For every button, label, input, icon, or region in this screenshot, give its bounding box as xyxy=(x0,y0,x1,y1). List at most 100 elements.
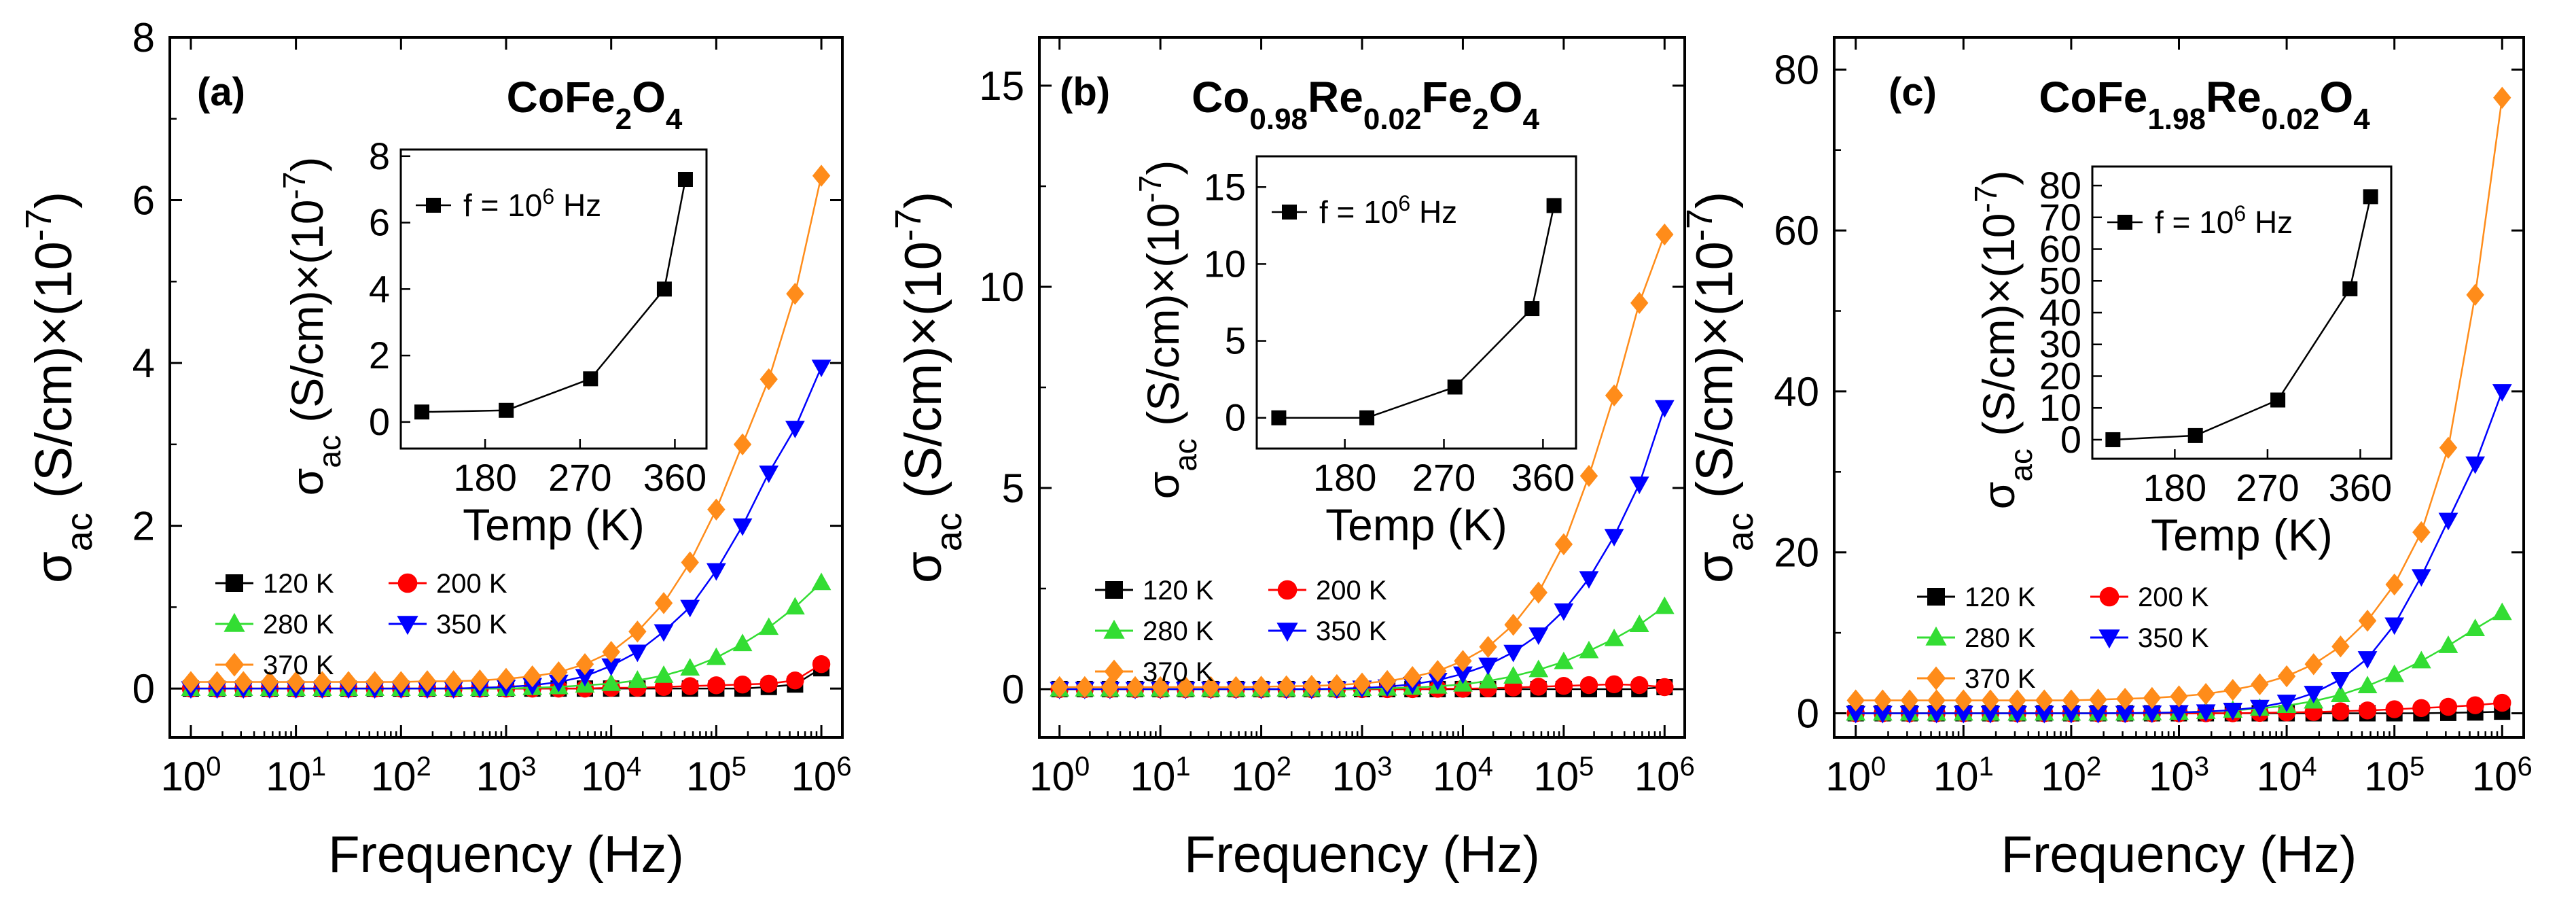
inset-frame xyxy=(2091,165,2393,460)
legend: 120 K 200 K 280 K 350 K 370 K xyxy=(1917,582,2209,694)
x-tick-label: 100 xyxy=(1825,752,1886,799)
data-point xyxy=(418,670,437,693)
inset-y-axis-label: σac (S/cm)×(10-7) xyxy=(276,157,347,496)
inset-y-label-subscript: ac xyxy=(312,435,347,468)
data-point xyxy=(707,676,726,695)
title-text: O xyxy=(2319,73,2353,122)
inset-x-tick-value: 180 xyxy=(1313,456,1376,499)
inset-y-tick-label: 40 xyxy=(2039,291,2081,334)
series-370k xyxy=(1050,223,1674,699)
legend-label-text: 350 K xyxy=(436,610,507,640)
data-point xyxy=(1579,640,1599,659)
data-point xyxy=(1554,651,1574,669)
x-tick-exponent: 6 xyxy=(2518,752,2533,782)
data-point xyxy=(628,621,647,643)
x-tick-base: 10 xyxy=(791,754,837,799)
legend: 120 K 200 K 280 K 350 K 370 K xyxy=(1095,576,1387,687)
legend-label: 370 K xyxy=(1143,657,1214,687)
data-point xyxy=(1604,628,1624,646)
data-point xyxy=(2143,686,2162,710)
inset-y-label-exponent: -7 xyxy=(276,172,312,200)
inset-y-tick-value: 15 xyxy=(1204,165,1246,208)
legend-label: 120 K xyxy=(1965,582,2036,612)
inset-legend-marker xyxy=(426,198,441,213)
data-point xyxy=(575,669,595,687)
x-tick-exponent: 2 xyxy=(416,752,431,782)
inset-y-label-close: ) xyxy=(282,157,332,172)
data-point xyxy=(2170,685,2188,708)
legend-label-text: 370 K xyxy=(1143,657,1214,687)
data-point xyxy=(2089,688,2107,711)
inset-y-label-close: ) xyxy=(1973,171,2024,186)
x-tick-exponent: 4 xyxy=(626,752,641,782)
data-point xyxy=(2196,682,2215,705)
x-tick-base: 10 xyxy=(2364,754,2410,799)
data-point xyxy=(550,661,568,684)
inset-y-tick-label: 0 xyxy=(369,400,390,443)
inset-y-tick-label: 80 xyxy=(2039,164,2081,207)
data-point xyxy=(1654,596,1675,614)
inset-x-tick-value: 360 xyxy=(2329,466,2392,509)
data-point xyxy=(2061,705,2081,724)
data-point xyxy=(2142,705,2162,723)
inset-x-tick-label: 180 xyxy=(1313,456,1376,499)
data-point xyxy=(811,572,831,591)
y-tick-label: 8 xyxy=(132,15,155,60)
data-point xyxy=(786,283,804,305)
x-tick-exponent: 1 xyxy=(1175,752,1190,782)
x-tick-base: 10 xyxy=(1634,754,1680,799)
panel-title: Co0.98Re0.02Fe2O4 xyxy=(1192,73,1539,136)
title-text: Re xyxy=(1308,73,1363,122)
data-point xyxy=(1605,675,1624,694)
inset-legend-text: f = 10 xyxy=(1319,194,1398,230)
legend-label: 280 K xyxy=(1965,623,2036,653)
data-point xyxy=(365,671,384,693)
data-point xyxy=(2411,569,2431,587)
x-tick-label: 102 xyxy=(2041,752,2101,799)
title-text: Re xyxy=(2206,73,2261,122)
data-point xyxy=(759,617,779,635)
inset-x-tick-label: 360 xyxy=(1511,456,1575,499)
inset-data-point xyxy=(2105,432,2121,447)
x-tick-label: 104 xyxy=(581,752,641,799)
data-point xyxy=(2331,702,2350,720)
panel-label-text: (c) xyxy=(1889,70,1937,114)
data-point xyxy=(681,551,699,574)
data-point xyxy=(2330,684,2350,703)
data-point xyxy=(1846,689,1865,712)
x-tick-exponent: 6 xyxy=(836,752,851,782)
inset-x-tick-value: 360 xyxy=(643,456,706,499)
data-point xyxy=(313,671,332,693)
title-subscript: 4 xyxy=(1522,103,1539,136)
inset-y-label-units: (S/cm)×(10 xyxy=(1138,203,1188,438)
data-point xyxy=(2034,705,2054,724)
panel-label-text: (b) xyxy=(1060,70,1110,114)
title-subscript: 4 xyxy=(666,103,683,136)
inset-y-tick-label: 10 xyxy=(2039,386,2081,429)
legend-label-text: 280 K xyxy=(1965,623,2036,653)
x-tick-exponent: 2 xyxy=(1276,752,1291,782)
inset-y-tick-value: 20 xyxy=(2039,354,2081,397)
inset-y-tick-value: 10 xyxy=(1204,242,1246,285)
x-tick-label: 106 xyxy=(791,752,852,799)
data-point xyxy=(2357,676,2378,694)
inset-x-tick-value: 270 xyxy=(2236,466,2299,509)
title-subscript: 2 xyxy=(615,103,632,136)
data-point xyxy=(707,498,726,521)
data-point xyxy=(2116,687,2134,710)
data-point xyxy=(2088,705,2108,724)
inset-legend-text: f = 10 xyxy=(463,188,542,223)
data-point xyxy=(181,671,200,693)
data-point xyxy=(2251,673,2269,696)
x-tick-exponent: 4 xyxy=(2302,752,2316,782)
data-point xyxy=(1872,705,1893,724)
legend-label-text: 350 K xyxy=(2138,623,2209,653)
data-point xyxy=(497,667,516,690)
inset-y-tick-value: 40 xyxy=(2039,291,2081,334)
inset-data-point xyxy=(2187,427,2203,443)
data-point xyxy=(786,671,804,690)
x-tick-base: 10 xyxy=(1433,754,1478,799)
inset-y-tick-value: 0 xyxy=(2060,418,2081,461)
